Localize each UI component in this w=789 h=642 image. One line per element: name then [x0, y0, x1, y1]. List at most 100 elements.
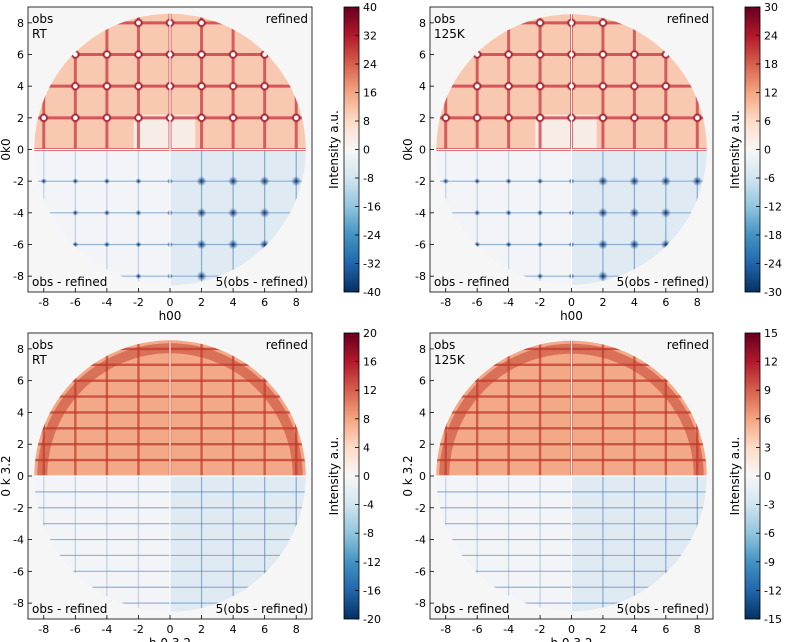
- bragg-spot: [660, 81, 671, 92]
- bragg-spot: [101, 49, 112, 60]
- y-tick-label: -6: [415, 239, 426, 252]
- bragg-spot: [101, 112, 112, 123]
- colorbar-tick-label: 0: [363, 144, 370, 157]
- colorbar-tick-label: 8: [363, 413, 370, 426]
- difference-spot: [135, 209, 142, 216]
- colorbar-label: Intensity a.u.: [728, 110, 742, 189]
- x-axis-label: h 0 3.2: [551, 636, 593, 642]
- colorbar-tick-label: -4: [363, 499, 374, 512]
- quadrant-label-temperature: 125K: [434, 353, 466, 367]
- y-tick-label: 4: [419, 406, 426, 419]
- difference-spot: [597, 176, 608, 187]
- bragg-spot: [228, 112, 239, 123]
- colorbar-tick-label: -32: [363, 258, 381, 271]
- bragg-spot: [38, 112, 49, 123]
- y-tick-label: -4: [415, 207, 426, 220]
- y-tick-label: 2: [419, 112, 426, 125]
- x-tick-label: 8: [293, 623, 300, 636]
- bragg-spot: [133, 17, 144, 28]
- y-tick-label: 4: [419, 80, 426, 93]
- colorbar-tick-label: -24: [764, 258, 782, 271]
- difference-spot: [537, 273, 544, 280]
- colorbar-tick-label: -6: [764, 172, 775, 185]
- quadrant-label-difference: obs - refined: [32, 275, 107, 289]
- quadrant-label-scaled-difference: 5(obs - refined): [617, 602, 709, 616]
- x-tick-label: -8: [440, 296, 451, 309]
- difference-spot: [442, 178, 449, 185]
- colorbar-tick-label: 24: [363, 58, 377, 71]
- colorbar-tick-label: 15: [764, 327, 778, 340]
- colorbar-tick-label: 8: [363, 115, 370, 128]
- quadrant-label-scaled-difference: 5(obs - refined): [216, 602, 308, 616]
- x-tick-label: 4: [230, 296, 237, 309]
- quadrant-label-obs: obs: [32, 12, 53, 26]
- y-tick-label: -6: [13, 239, 24, 252]
- central-low-region: [133, 114, 196, 150]
- difference-spot: [629, 207, 640, 218]
- quadrant-label-temperature: RT: [32, 353, 47, 367]
- difference-spot: [660, 176, 671, 187]
- difference-spot: [537, 209, 544, 216]
- bragg-spot: [133, 49, 144, 60]
- y-tick-label: 6: [17, 49, 24, 62]
- colorbar-tick-label: 0: [363, 470, 370, 483]
- quadrant-label-difference: obs - refined: [32, 602, 107, 616]
- x-tick-label: -6: [70, 623, 81, 636]
- y-tick-label: 8: [17, 343, 24, 356]
- difference-spot: [135, 178, 142, 185]
- bragg-spot: [597, 112, 608, 123]
- y-tick-label: -2: [13, 175, 24, 188]
- difference-spot: [103, 209, 110, 216]
- x-tick-label: 8: [694, 623, 701, 636]
- y-tick-label: -2: [415, 502, 426, 515]
- bragg-spot: [535, 17, 546, 28]
- bragg-spot: [629, 81, 640, 92]
- difference-spot: [505, 241, 512, 248]
- colorbar-tick-label: -16: [363, 584, 381, 597]
- difference-spot: [505, 209, 512, 216]
- difference-spot: [228, 207, 239, 218]
- bragg-spot: [196, 112, 207, 123]
- bragg-spot: [228, 81, 239, 92]
- x-tick-label: -2: [535, 296, 546, 309]
- x-tick-label: -6: [472, 623, 483, 636]
- bragg-spot: [101, 81, 112, 92]
- difference-spot: [135, 241, 142, 248]
- colorbar: 20 16 12 8 4 0 -4 -8 -12 -16 -20 Intensity a.u.: [327, 327, 381, 626]
- x-tick-label: 6: [662, 296, 669, 309]
- colorbar-tick-label: -12: [764, 584, 782, 597]
- difference-spot: [597, 271, 608, 282]
- bragg-spot: [259, 112, 270, 123]
- colorbar-tick-label: 6: [764, 115, 771, 128]
- quadrant-label-obs: obs: [32, 338, 53, 352]
- x-tick-label: -8: [38, 623, 49, 636]
- quadrant-label-difference: obs - refined: [434, 275, 509, 289]
- bragg-spot: [597, 49, 608, 60]
- difference-spot: [196, 207, 207, 218]
- y-tick-label: 6: [419, 375, 426, 388]
- difference-spot: [291, 176, 302, 187]
- quadrant-label-refined: refined: [667, 338, 709, 352]
- quadrant-label-temperature: RT: [32, 27, 47, 41]
- x-tick-label: -4: [503, 296, 514, 309]
- y-axis-label: 0 k 3.2: [401, 455, 415, 496]
- x-tick-label: 4: [631, 623, 638, 636]
- x-axis-label: h00: [159, 309, 182, 323]
- quadrant-label-temperature: 125K: [434, 27, 466, 41]
- difference-spot: [259, 176, 270, 187]
- x-tick-label: -6: [70, 296, 81, 309]
- colorbar-tick-label: -12: [363, 556, 381, 569]
- y-tick-label: -2: [13, 502, 24, 515]
- difference-spot: [228, 239, 239, 250]
- colorbar-tick-label: -30: [764, 286, 782, 299]
- bragg-spot: [535, 49, 546, 60]
- colorbar: 30 24 18 12 6 0 -6 -12 -18 -24 -30 Intensity a.u.: [728, 1, 782, 299]
- x-tick-label: 6: [662, 623, 669, 636]
- x-tick-label: 8: [694, 296, 701, 309]
- colorbar-tick-label: -24: [363, 229, 381, 242]
- difference-spot: [135, 273, 142, 280]
- y-tick-label: 0: [419, 470, 426, 483]
- y-axis-label: 0k0: [401, 138, 415, 160]
- bragg-spot: [629, 112, 640, 123]
- quadrant-label-obs: obs: [434, 338, 455, 352]
